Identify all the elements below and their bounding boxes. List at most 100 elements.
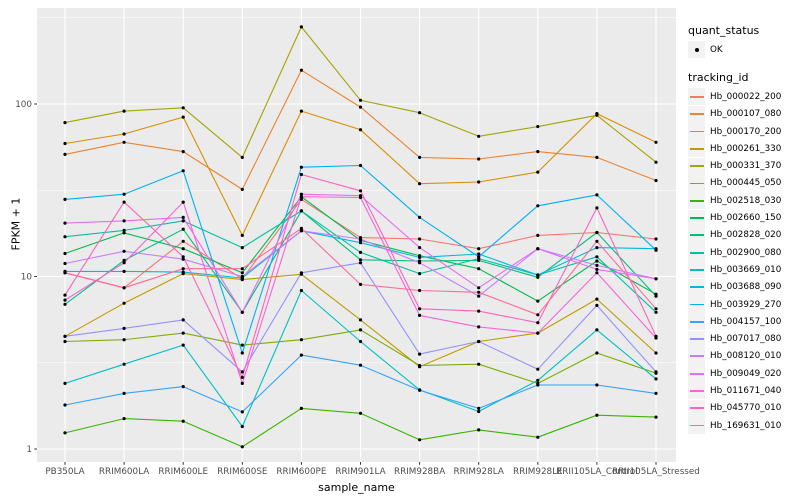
legend-quant-status-title: quant_status	[688, 24, 760, 37]
data-point	[299, 172, 303, 177]
line-key-icon	[688, 417, 705, 435]
data-point	[122, 286, 126, 290]
data-point	[536, 247, 540, 251]
data-point	[299, 209, 303, 213]
data-point	[299, 192, 303, 196]
data-point	[122, 269, 126, 273]
data-point	[536, 378, 540, 382]
line-key-icon	[688, 313, 705, 331]
data-point	[418, 111, 422, 115]
line-key-icon	[688, 140, 705, 158]
data-point	[122, 417, 126, 421]
data-point	[536, 383, 540, 387]
data-point	[63, 431, 67, 435]
data-point	[181, 270, 185, 274]
data-point	[358, 282, 363, 286]
x-tick-label: RRIM928LA	[454, 467, 504, 477]
legend-item-label: Hb_000445_050	[710, 178, 782, 189]
data-point	[181, 385, 185, 389]
legend-group-gap	[688, 58, 800, 71]
x-tick-label: RRII105LA_Control	[556, 467, 638, 477]
data-point	[299, 226, 303, 230]
data-point	[122, 231, 126, 235]
data-point	[181, 318, 185, 322]
data-point	[299, 288, 303, 293]
data-point	[299, 68, 303, 72]
data-point	[181, 419, 185, 423]
series-color-swatch	[689, 355, 704, 358]
data-point	[299, 25, 303, 29]
data-point	[477, 362, 481, 366]
data-point	[418, 438, 422, 442]
data-point	[299, 338, 303, 342]
legend-item-ok: OK	[688, 41, 800, 59]
legend-item-Hb_002828_020: Hb_002828_020	[688, 226, 800, 244]
legend-item-label: Hb_000170_200	[710, 126, 782, 137]
data-point	[595, 271, 599, 275]
data-point	[358, 258, 363, 262]
x-tick-label: RRIM600LE	[158, 467, 208, 477]
data-point	[536, 233, 540, 237]
legend-item-label: Hb_045770_010	[710, 403, 782, 414]
data-point	[595, 206, 599, 210]
data-point	[181, 343, 185, 347]
data-point	[654, 415, 658, 419]
legend-item-Hb_000022_200: Hb_000022_200	[688, 88, 800, 106]
legend-item-Hb_169631_010: Hb_169631_010	[688, 417, 800, 435]
line-key-icon	[688, 278, 705, 296]
series-color-swatch	[689, 407, 704, 410]
data-point	[63, 298, 67, 302]
data-point	[477, 325, 481, 329]
legend-item-label: Hb_002900_080	[710, 247, 782, 258]
data-point	[477, 339, 481, 344]
data-point	[358, 98, 363, 102]
data-point	[595, 246, 599, 250]
data-point	[654, 160, 658, 164]
legend-tracking-id-entries: Hb_000022_200 Hb_000107_080 Hb_000170_200 H…	[688, 88, 800, 435]
series-color-swatch	[689, 390, 704, 392]
legend-item-label: Hb_000331_370	[710, 161, 782, 172]
legend-item-label: Hb_003929_270	[710, 299, 782, 310]
data-point	[654, 334, 658, 338]
legend-item-label: Hb_004157_100	[710, 316, 782, 327]
series-color-swatch	[689, 113, 704, 116]
data-point	[595, 351, 599, 355]
legend-item-label: Hb_000261_330	[710, 143, 782, 154]
series-color-swatch	[689, 217, 704, 219]
data-point	[181, 106, 185, 110]
data-point	[63, 293, 67, 297]
data-point	[240, 375, 244, 379]
series-color-swatch	[689, 372, 704, 375]
data-point	[358, 339, 363, 344]
x-axis-title: sample_name	[318, 481, 395, 494]
series-color-swatch	[689, 96, 704, 98]
data-point	[595, 383, 599, 387]
data-point	[122, 219, 126, 223]
series-color-swatch	[689, 338, 704, 340]
data-point	[536, 125, 540, 129]
data-point	[418, 261, 422, 265]
data-point	[240, 246, 244, 250]
data-point	[299, 197, 303, 201]
x-tick-label: RRIM928LE	[513, 467, 563, 477]
data-point	[595, 259, 599, 263]
legend-item-Hb_003929_270: Hb_003929_270	[688, 296, 800, 313]
data-point	[122, 249, 126, 253]
data-point	[358, 195, 363, 200]
legend-item-Hb_000107_080: Hb_000107_080	[688, 105, 800, 123]
data-point	[358, 261, 363, 265]
data-point	[299, 271, 303, 275]
data-point	[536, 435, 540, 439]
data-point	[63, 235, 67, 239]
data-point	[595, 113, 599, 117]
data-point	[418, 215, 422, 219]
data-point	[595, 239, 599, 243]
data-point	[122, 258, 126, 262]
data-point	[358, 363, 363, 367]
data-point	[654, 294, 658, 298]
data-point	[536, 204, 540, 208]
data-point	[240, 310, 244, 314]
data-point	[477, 428, 481, 432]
data-point	[654, 351, 658, 355]
